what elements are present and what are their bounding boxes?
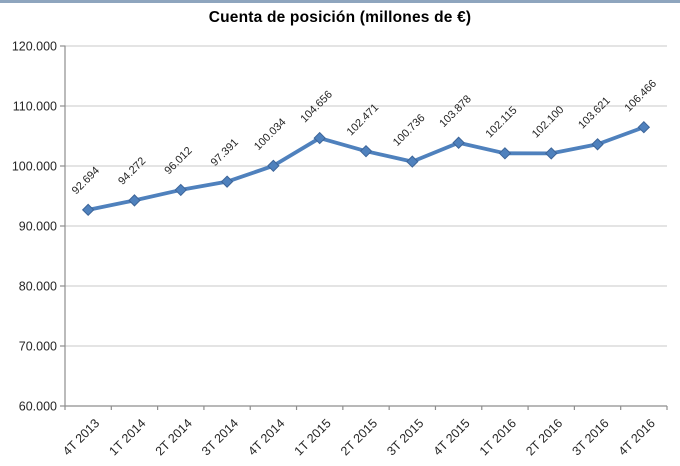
data-point-marker: [637, 120, 651, 134]
data-point-marker: [591, 138, 604, 151]
x-tick-label: 3T 2015: [384, 416, 426, 458]
x-tick-label: 2T 2016: [523, 416, 565, 458]
x-tick-label: 4T 2013: [60, 416, 102, 458]
x-tick-label: 4T 2015: [431, 416, 473, 458]
y-tick-label: 70.000: [19, 340, 57, 354]
y-tick-label: 90.000: [19, 220, 57, 234]
y-tick-label: 110.000: [13, 100, 57, 114]
y-tick-label: 120.000: [12, 40, 57, 54]
data-label: 102.471: [345, 102, 382, 139]
chart-title: Cuenta de posición (millones de €): [208, 9, 472, 26]
data-label: 97.391: [209, 136, 241, 168]
data-label: 103.878: [437, 93, 474, 130]
data-point-marker: [359, 144, 373, 158]
data-label: 102.100: [530, 104, 567, 141]
data-point-marker: [498, 147, 512, 160]
top-border-bar: [0, 0, 680, 3]
data-label: 96.012: [162, 145, 194, 177]
x-tick-label: 1T 2015: [292, 416, 334, 458]
data-point-marker: [545, 147, 558, 160]
data-point-marker: [220, 175, 234, 188]
data-label: 106.466: [622, 78, 659, 115]
data-label: 103.621: [576, 95, 613, 132]
data-point-marker: [267, 159, 280, 173]
y-tick-label: 100.000: [12, 160, 57, 174]
data-point-marker: [452, 136, 465, 149]
data-point-marker: [81, 203, 95, 217]
x-tick-label: 3T 2014: [199, 416, 241, 458]
data-point-marker: [313, 131, 326, 145]
x-tick-label: 2T 2015: [338, 416, 380, 458]
data-point-marker: [174, 183, 187, 197]
y-tick-label: 80.000: [19, 280, 57, 294]
y-tick-label: 60.000: [19, 400, 57, 414]
data-label: 100.736: [391, 112, 428, 149]
x-tick-label: 4T 2014: [245, 416, 287, 458]
x-tick-label: 2T 2014: [153, 416, 195, 458]
data-label: 100.034: [252, 116, 289, 153]
data-point-marker: [406, 155, 419, 168]
data-label: 102.115: [484, 104, 520, 140]
data-label: 104.656: [298, 89, 335, 126]
x-tick-label: 3T 2016: [569, 416, 611, 458]
data-label: 92.694: [70, 165, 102, 197]
data-point-marker: [128, 194, 141, 207]
x-tick-label: 4T 2016: [616, 416, 658, 458]
x-tick-label: 1T 2016: [477, 416, 519, 458]
x-tick-label: 1T 2014: [106, 416, 148, 458]
data-label: 94.272: [116, 155, 148, 187]
